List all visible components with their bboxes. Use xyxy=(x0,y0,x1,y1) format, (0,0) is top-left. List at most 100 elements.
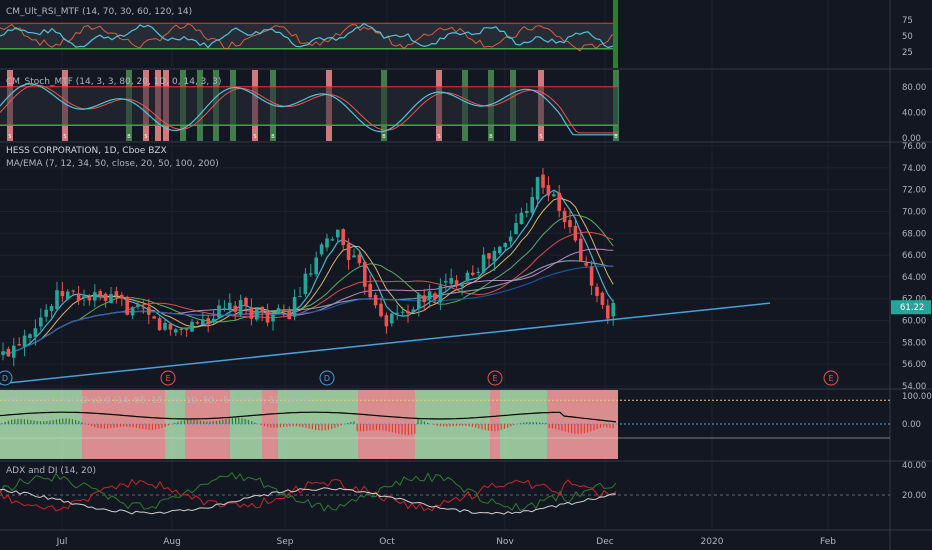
stoch-marker: B xyxy=(127,134,131,140)
candle-body xyxy=(109,294,113,304)
event-marker: E xyxy=(160,370,176,386)
candle-body xyxy=(508,236,513,242)
candle-body xyxy=(352,255,356,258)
rsi-panel: CM_Ult_RSI_MTF (14, 70, 30, 60, 120, 14) xyxy=(0,0,618,68)
last-price-badge-box xyxy=(891,300,931,315)
price-title: HESS CORPORATION, 1D, Cboe BZX xyxy=(6,146,167,156)
candle-body xyxy=(60,291,65,297)
rsi-line-secondary xyxy=(0,23,617,52)
rsi-tick-label: 75 xyxy=(902,16,913,26)
stoch-marker: S xyxy=(63,134,66,140)
event-circle xyxy=(487,370,503,386)
macd-histogram xyxy=(1,417,614,435)
event-label: E xyxy=(828,374,833,383)
candle-body xyxy=(39,317,43,327)
stoch-marker: S xyxy=(539,134,542,140)
price-tick-label: 58.00 xyxy=(902,338,926,348)
time-tick-label: Aug xyxy=(163,537,181,547)
event-label: E xyxy=(165,374,170,383)
candle-body xyxy=(168,324,173,330)
candle-body xyxy=(411,309,416,312)
candle-body xyxy=(93,292,97,301)
candle-body xyxy=(206,318,210,325)
candle-body xyxy=(460,283,464,287)
candle-body xyxy=(298,296,302,298)
candle-body xyxy=(341,229,345,246)
candle-body xyxy=(552,194,556,197)
price-tick-label: 56.00 xyxy=(902,360,926,370)
stoch-tick-label: 40.00 xyxy=(902,108,926,118)
candle-body xyxy=(244,298,248,306)
event-label: E xyxy=(492,374,497,383)
event-marker: D xyxy=(319,370,335,386)
candle-body xyxy=(147,307,151,315)
candle-body xyxy=(238,300,243,315)
candle-body xyxy=(573,225,578,241)
candle-body xyxy=(66,291,70,300)
candle-body xyxy=(535,177,540,200)
candle-body xyxy=(287,310,291,320)
candle-body xyxy=(514,223,518,235)
candle-body xyxy=(163,322,167,330)
candle-body xyxy=(600,292,605,305)
rsi-line xyxy=(0,22,617,49)
stoch-tick-label: 80.00 xyxy=(902,83,926,93)
candle-body xyxy=(487,253,491,259)
candle-body xyxy=(184,329,189,331)
candle-body xyxy=(433,293,437,300)
moving-average-line xyxy=(2,214,614,355)
candle-body xyxy=(325,238,329,248)
candle-body xyxy=(265,311,270,323)
last-price-badge: 61.22 xyxy=(891,300,931,315)
candle-body xyxy=(314,257,318,275)
last-price-label: 61.22 xyxy=(900,303,924,313)
candle-body xyxy=(82,296,86,298)
candle-body xyxy=(190,321,194,332)
candle-body xyxy=(530,196,534,213)
event-marker: E xyxy=(823,370,839,386)
candle-body xyxy=(157,318,162,331)
candle-body xyxy=(557,192,561,211)
candle-body xyxy=(319,244,324,255)
time-tick-label: Jul xyxy=(56,537,68,547)
candle-body xyxy=(71,290,75,292)
trendline[interactable] xyxy=(0,302,771,385)
candle-body xyxy=(249,307,254,319)
price-tick-label: 76.00 xyxy=(902,142,926,152)
stoch-k-line xyxy=(0,83,618,136)
adx-title: ADX and DI (14, 20) xyxy=(6,466,96,476)
candle-body xyxy=(589,266,594,286)
time-tick-label: Dec xyxy=(596,537,613,547)
candle-body xyxy=(292,297,297,317)
candle-body xyxy=(98,291,102,296)
adx-minus-di-line xyxy=(0,478,617,512)
rsi-tick-label: 50 xyxy=(902,32,913,42)
stoch-panel: S S B S S B B S B S B CM_Stoch_MTF (14, 3, 3, 80, … xyxy=(0,70,619,141)
price-tick-label: 54.00 xyxy=(902,382,926,392)
candle-body xyxy=(28,334,32,338)
price-subtitle: MA/EMA (7, 12, 34, 50, close, 20, 50, 10… xyxy=(6,159,219,169)
price-panel: D E D E E HESS CORPORATION, 1D, Cboe BZX MA/… xyxy=(0,146,839,386)
candle-body xyxy=(519,212,524,225)
candle-body xyxy=(228,302,232,309)
candle-body xyxy=(373,294,378,306)
event-label: D xyxy=(324,374,330,383)
time-axis[interactable]: Jul Aug Sep Oct Nov Dec 2020 Feb xyxy=(56,537,837,547)
candle-body xyxy=(568,220,572,228)
macd-panel: MFI CCI ELL MACD v2.0 (14, 85, 15, 10, 1… xyxy=(0,390,890,459)
event-marker: E xyxy=(487,370,503,386)
candle-body xyxy=(400,311,405,313)
candle-body xyxy=(438,285,443,303)
candle-body xyxy=(503,243,507,248)
rsi-tick-label: 25 xyxy=(902,48,913,58)
adx-panel: ADX and DI (14, 20) xyxy=(0,466,890,515)
price-axis[interactable]: 75502580.0040.000.0076.0074.0072.0070.00… xyxy=(902,16,932,501)
candle-body xyxy=(595,286,599,296)
candle-body xyxy=(76,293,81,301)
stoch-marker: S xyxy=(437,134,440,140)
candle-body xyxy=(492,250,497,262)
candle-body xyxy=(476,271,480,273)
